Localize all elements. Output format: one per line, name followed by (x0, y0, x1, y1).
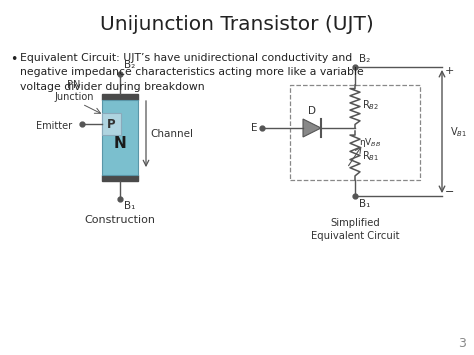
Text: V$_{B1}$: V$_{B1}$ (450, 125, 467, 139)
Text: Construction: Construction (84, 215, 155, 225)
Text: R$_{B1}$: R$_{B1}$ (362, 149, 379, 163)
Text: R$_{B2}$: R$_{B2}$ (362, 98, 379, 112)
Text: PN
Junction: PN Junction (54, 80, 94, 102)
Text: Channel: Channel (150, 129, 193, 139)
Text: 3: 3 (458, 337, 466, 350)
Text: ηV$_{BB}$: ηV$_{BB}$ (359, 136, 381, 149)
Text: •: • (10, 53, 18, 66)
Text: N: N (114, 136, 127, 151)
Text: B₁: B₁ (359, 199, 370, 209)
Text: Unijunction Transistor (UJT): Unijunction Transistor (UJT) (100, 15, 374, 34)
Text: B₂: B₂ (124, 60, 135, 70)
Bar (102, 175, 138, 181)
Text: +: + (445, 66, 455, 76)
Text: −: − (445, 187, 455, 197)
Bar (102, 113, 121, 135)
Bar (102, 94, 138, 100)
Text: P: P (107, 118, 115, 131)
Text: D: D (308, 106, 316, 116)
Text: B₂: B₂ (359, 54, 370, 64)
Bar (290, 85, 420, 180)
Bar (102, 100, 138, 175)
Text: B₁: B₁ (124, 201, 136, 211)
Text: Simplified
Equivalent Circuit: Simplified Equivalent Circuit (311, 218, 399, 241)
Text: Equivalent Circuit: UJT’s have unidirectional conductivity and
negative impedanc: Equivalent Circuit: UJT’s have unidirect… (20, 53, 364, 92)
Polygon shape (303, 119, 321, 137)
Text: Emitter: Emitter (36, 121, 72, 131)
Text: E: E (251, 123, 257, 133)
